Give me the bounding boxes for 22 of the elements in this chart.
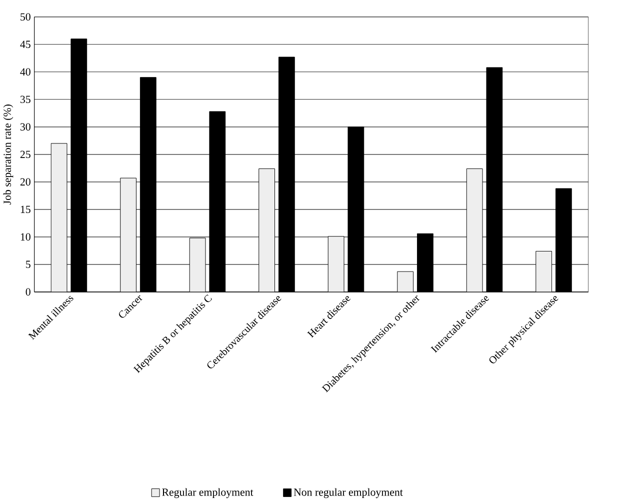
y-tick-label: 0 xyxy=(26,288,30,296)
bar xyxy=(466,168,483,292)
y-axis-title: Job separation rate (%) xyxy=(3,104,14,204)
bar xyxy=(397,271,414,292)
y-tick-label: 10 xyxy=(20,233,30,241)
y-tick-label: 25 xyxy=(20,150,30,158)
y-tick-label: 30 xyxy=(20,123,30,130)
y-tick-label: 35 xyxy=(20,96,30,103)
bar xyxy=(258,168,275,292)
y-tick-label: 20 xyxy=(20,178,30,186)
bar xyxy=(190,238,206,292)
y-tick-label: 5 xyxy=(26,260,30,268)
legend-label: Regular employment xyxy=(162,488,254,498)
y-tick-label: 40 xyxy=(20,68,30,76)
bar xyxy=(328,236,344,292)
bar xyxy=(536,250,552,292)
y-tick-label: 45 xyxy=(20,40,30,48)
y-tick-label: 15 xyxy=(20,206,30,213)
legend-label: Non regular employment xyxy=(294,488,403,498)
y-tick-label: 50 xyxy=(20,13,30,20)
bar xyxy=(51,143,67,292)
bar xyxy=(120,178,136,292)
